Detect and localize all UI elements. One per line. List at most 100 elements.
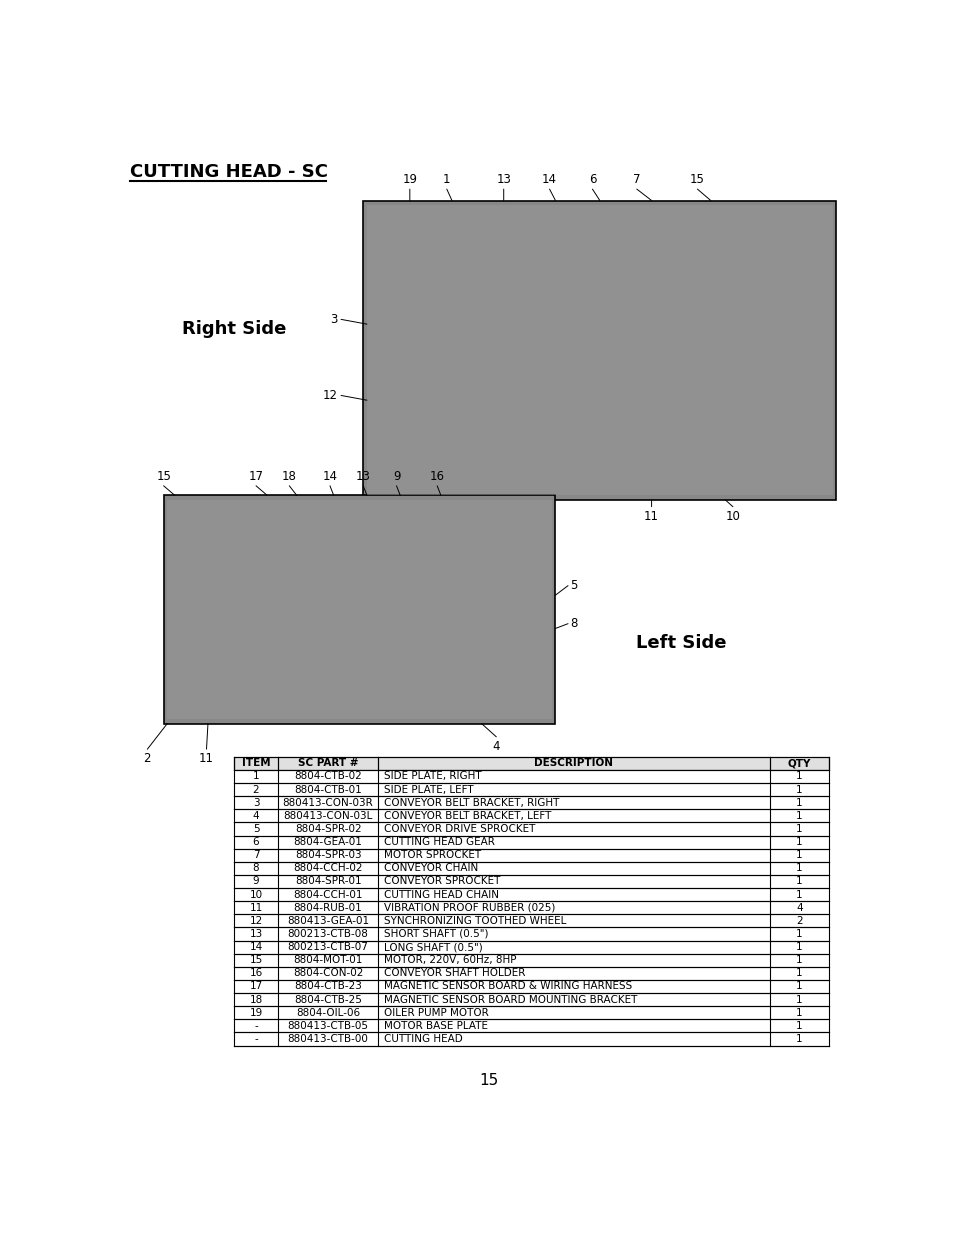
Text: MOTOR, 220V, 60Hz, 8HP: MOTOR, 220V, 60Hz, 8HP bbox=[383, 955, 516, 966]
Text: 8804-CTB-25: 8804-CTB-25 bbox=[294, 994, 362, 1004]
Text: 5: 5 bbox=[253, 824, 259, 834]
Text: CUTTING HEAD: CUTTING HEAD bbox=[383, 1034, 462, 1044]
FancyBboxPatch shape bbox=[233, 769, 828, 783]
Text: 13: 13 bbox=[249, 929, 262, 939]
Text: 15: 15 bbox=[689, 173, 704, 186]
Text: 3: 3 bbox=[253, 798, 259, 808]
FancyBboxPatch shape bbox=[167, 500, 551, 719]
FancyBboxPatch shape bbox=[164, 495, 555, 724]
Text: 12: 12 bbox=[249, 916, 262, 926]
Text: Left Side: Left Side bbox=[636, 634, 725, 652]
FancyBboxPatch shape bbox=[233, 874, 828, 888]
Text: 5: 5 bbox=[570, 579, 577, 592]
Text: 9: 9 bbox=[253, 877, 259, 887]
Text: OILER PUMP MOTOR: OILER PUMP MOTOR bbox=[383, 1008, 488, 1018]
Text: 1: 1 bbox=[796, 942, 801, 952]
Text: 880413-CON-03R: 880413-CON-03R bbox=[282, 798, 374, 808]
Text: 1: 1 bbox=[796, 1034, 801, 1044]
Text: CONVEYOR CHAIN: CONVEYOR CHAIN bbox=[383, 863, 477, 873]
Text: VIBRATION PROOF RUBBER (025): VIBRATION PROOF RUBBER (025) bbox=[383, 903, 555, 913]
Text: 1: 1 bbox=[796, 1008, 801, 1018]
Text: 1: 1 bbox=[796, 824, 801, 834]
FancyBboxPatch shape bbox=[233, 757, 828, 769]
Text: 6: 6 bbox=[253, 837, 259, 847]
Text: 13: 13 bbox=[355, 471, 371, 483]
Text: 1: 1 bbox=[796, 772, 801, 782]
Text: 1: 1 bbox=[253, 772, 259, 782]
Text: 14: 14 bbox=[541, 173, 557, 186]
Text: -: - bbox=[253, 1034, 257, 1044]
FancyBboxPatch shape bbox=[233, 914, 828, 927]
Text: SIDE PLATE, RIGHT: SIDE PLATE, RIGHT bbox=[383, 772, 481, 782]
Text: 8804-CON-02: 8804-CON-02 bbox=[293, 968, 363, 978]
Text: 1: 1 bbox=[796, 1021, 801, 1031]
Text: 18: 18 bbox=[249, 994, 262, 1004]
Text: 7: 7 bbox=[253, 850, 259, 861]
Text: 1: 1 bbox=[796, 955, 801, 966]
Text: 19: 19 bbox=[402, 173, 416, 186]
Text: QTY: QTY bbox=[787, 758, 810, 768]
FancyBboxPatch shape bbox=[233, 979, 828, 993]
FancyBboxPatch shape bbox=[233, 1032, 828, 1046]
Text: 11: 11 bbox=[643, 510, 659, 522]
Text: 7: 7 bbox=[633, 173, 639, 186]
Text: CUTTING HEAD GEAR: CUTTING HEAD GEAR bbox=[383, 837, 495, 847]
Text: 2: 2 bbox=[144, 752, 151, 764]
Text: SYNCHRONIZING TOOTHED WHEEL: SYNCHRONIZING TOOTHED WHEEL bbox=[383, 916, 566, 926]
Text: 18: 18 bbox=[281, 471, 296, 483]
Text: 8804-CTB-02: 8804-CTB-02 bbox=[294, 772, 361, 782]
Text: DESCRIPTION: DESCRIPTION bbox=[534, 758, 613, 768]
Text: 2: 2 bbox=[253, 784, 259, 794]
Text: 880413-CON-03L: 880413-CON-03L bbox=[283, 811, 373, 821]
Text: 14: 14 bbox=[322, 471, 337, 483]
FancyBboxPatch shape bbox=[233, 783, 828, 797]
Text: 1: 1 bbox=[796, 798, 801, 808]
Text: LONG SHAFT (0.5"): LONG SHAFT (0.5") bbox=[383, 942, 482, 952]
FancyBboxPatch shape bbox=[233, 953, 828, 967]
Text: CONVEYOR SHAFT HOLDER: CONVEYOR SHAFT HOLDER bbox=[383, 968, 525, 978]
Text: SIDE PLATE, LEFT: SIDE PLATE, LEFT bbox=[383, 784, 473, 794]
Text: 10: 10 bbox=[249, 889, 262, 899]
Text: 11: 11 bbox=[249, 903, 262, 913]
FancyBboxPatch shape bbox=[233, 862, 828, 874]
Text: 8804-CTB-01: 8804-CTB-01 bbox=[294, 784, 361, 794]
Text: 8804-RUB-01: 8804-RUB-01 bbox=[294, 903, 362, 913]
Text: 8804-SPR-03: 8804-SPR-03 bbox=[294, 850, 361, 861]
Text: 1: 1 bbox=[442, 173, 450, 186]
Text: 6: 6 bbox=[588, 173, 596, 186]
Text: 8804-CTB-23: 8804-CTB-23 bbox=[294, 982, 362, 992]
Text: 8804-CCH-02: 8804-CCH-02 bbox=[294, 863, 362, 873]
Text: 8804-SPR-02: 8804-SPR-02 bbox=[294, 824, 361, 834]
Text: 13: 13 bbox=[496, 173, 511, 186]
Text: 8: 8 bbox=[253, 863, 259, 873]
Text: 1: 1 bbox=[796, 877, 801, 887]
Text: 1: 1 bbox=[796, 889, 801, 899]
FancyBboxPatch shape bbox=[233, 809, 828, 823]
FancyBboxPatch shape bbox=[233, 1007, 828, 1019]
FancyBboxPatch shape bbox=[367, 205, 832, 495]
Text: 12: 12 bbox=[322, 389, 337, 401]
FancyBboxPatch shape bbox=[233, 797, 828, 809]
Text: 8804-SPR-01: 8804-SPR-01 bbox=[294, 877, 361, 887]
Text: 3: 3 bbox=[330, 312, 337, 326]
Text: CONVEYOR DRIVE SPROCKET: CONVEYOR DRIVE SPROCKET bbox=[383, 824, 535, 834]
Text: 4: 4 bbox=[253, 811, 259, 821]
Text: 10: 10 bbox=[724, 510, 740, 522]
Text: 8804-OIL-06: 8804-OIL-06 bbox=[295, 1008, 360, 1018]
Text: 16: 16 bbox=[429, 471, 444, 483]
Text: 1: 1 bbox=[796, 850, 801, 861]
Text: 1: 1 bbox=[796, 982, 801, 992]
FancyBboxPatch shape bbox=[233, 1019, 828, 1032]
Text: CONVEYOR BELT BRACKET, RIGHT: CONVEYOR BELT BRACKET, RIGHT bbox=[383, 798, 558, 808]
FancyBboxPatch shape bbox=[233, 967, 828, 979]
FancyBboxPatch shape bbox=[233, 823, 828, 836]
FancyBboxPatch shape bbox=[233, 993, 828, 1007]
Text: 800213-CTB-08: 800213-CTB-08 bbox=[288, 929, 368, 939]
Text: 8804-GEA-01: 8804-GEA-01 bbox=[294, 837, 362, 847]
Text: 19: 19 bbox=[249, 1008, 262, 1018]
Text: 17: 17 bbox=[249, 982, 262, 992]
Text: MAGNETIC SENSOR BOARD MOUNTING BRACKET: MAGNETIC SENSOR BOARD MOUNTING BRACKET bbox=[383, 994, 637, 1004]
Text: MAGNETIC SENSOR BOARD & WIRING HARNESS: MAGNETIC SENSOR BOARD & WIRING HARNESS bbox=[383, 982, 632, 992]
Text: CUTTING HEAD - SC: CUTTING HEAD - SC bbox=[131, 163, 328, 182]
FancyBboxPatch shape bbox=[233, 848, 828, 862]
